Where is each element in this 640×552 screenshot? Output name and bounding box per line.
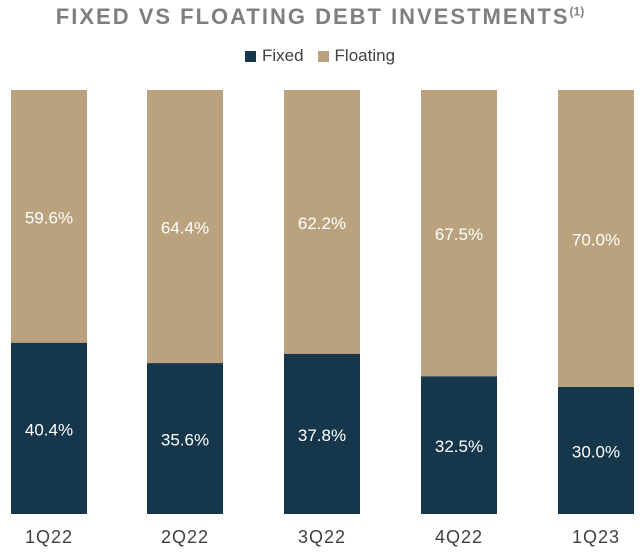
data-label-fixed-4q22: 32.5% <box>435 437 483 456</box>
data-label-floating-1q22: 59.6% <box>25 208 73 227</box>
bar-floating-1q23 <box>558 90 634 387</box>
data-label-fixed-1q23: 30.0% <box>572 442 620 461</box>
chart-title: FIXED VS FLOATING DEBT INVESTMENTS(1) <box>0 4 640 30</box>
data-label-floating-2q22: 64.4% <box>161 219 209 238</box>
bar-floating-3q22 <box>284 90 360 354</box>
bar-fixed-1q23 <box>558 386 634 514</box>
chart-title-footnote: (1) <box>569 4 585 19</box>
x-tick-label-1q22: 1Q22 <box>25 527 73 547</box>
bar-fixed-1q22 <box>11 342 87 514</box>
chart-legend: Fixed Floating <box>0 46 640 66</box>
bar-fixed-2q22 <box>147 363 223 514</box>
data-label-floating-1q23: 70.0% <box>572 230 620 249</box>
legend-item-fixed: Fixed <box>244 46 304 66</box>
data-label-fixed-1q22: 40.4% <box>25 420 73 439</box>
legend-label-fixed: Fixed <box>261 46 304 65</box>
x-tick-label-1q23: 1Q23 <box>572 527 620 547</box>
bar-floating-1q22 <box>11 90 87 343</box>
bar-floating-2q22 <box>147 90 223 364</box>
bar-fixed-4q22 <box>421 376 497 514</box>
legend-swatch-floating <box>317 50 329 62</box>
data-label-fixed-2q22: 35.6% <box>161 431 209 450</box>
legend-swatch-fixed <box>244 50 256 62</box>
x-tick-label-2q22: 2Q22 <box>161 527 209 547</box>
data-label-fixed-3q22: 37.8% <box>298 426 346 445</box>
legend-label-floating: Floating <box>334 46 396 65</box>
x-tick-label-3q22: 3Q22 <box>298 527 346 547</box>
chart-title-text: FIXED VS FLOATING DEBT INVESTMENTS <box>55 4 570 29</box>
x-tick-label-4q22: 4Q22 <box>435 527 483 547</box>
legend-item-floating: Floating <box>317 46 396 66</box>
bar-floating-4q22 <box>421 90 497 377</box>
bar-fixed-3q22 <box>284 353 360 514</box>
data-label-floating-4q22: 67.5% <box>435 225 483 244</box>
data-label-floating-3q22: 62.2% <box>298 214 346 233</box>
